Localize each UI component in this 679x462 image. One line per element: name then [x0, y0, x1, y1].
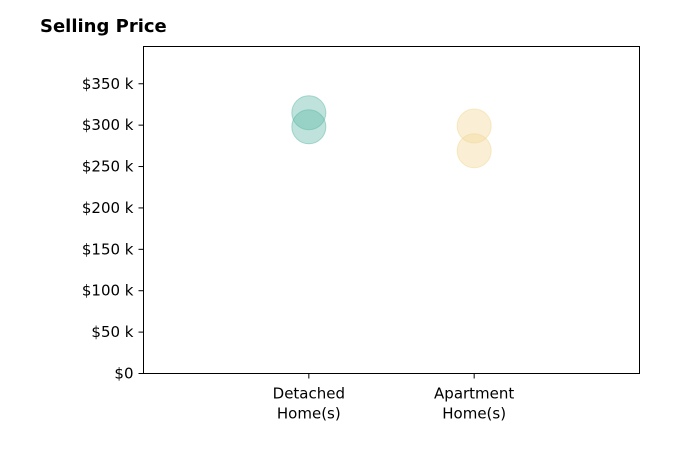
- x-tick-label-line: Home(s): [442, 405, 506, 423]
- x-tick-label: Detached Home(s): [273, 385, 345, 423]
- chart-axes: $0 $50 k $100 k $150 k $200 k $250 k $300 k $35…: [82, 75, 515, 423]
- chart-marks: [291, 95, 492, 169]
- x-tick-label-line: Apartment: [434, 385, 514, 403]
- plot-frame: [143, 46, 640, 374]
- x-tick-label-line: Home(s): [277, 405, 341, 423]
- data-point: [291, 109, 327, 145]
- chart-title: Selling Price: [40, 16, 167, 37]
- y-tick-label: $250 k: [82, 158, 134, 176]
- y-tick-label: $200 k: [82, 199, 134, 217]
- y-tick-label: $350 k: [82, 75, 134, 93]
- x-tick-label-line: Detached: [273, 385, 345, 403]
- y-tick-label: $300 k: [82, 116, 134, 134]
- y-tick-label: $150 k: [82, 240, 134, 258]
- y-tick-label: $0: [114, 365, 133, 383]
- data-point: [456, 133, 492, 169]
- x-tick-label: Apartment Home(s): [434, 385, 514, 423]
- y-tick-label: $50 k: [91, 323, 133, 341]
- y-tick-label: $100 k: [82, 282, 134, 300]
- data-point: [291, 95, 327, 131]
- data-point: [456, 108, 492, 144]
